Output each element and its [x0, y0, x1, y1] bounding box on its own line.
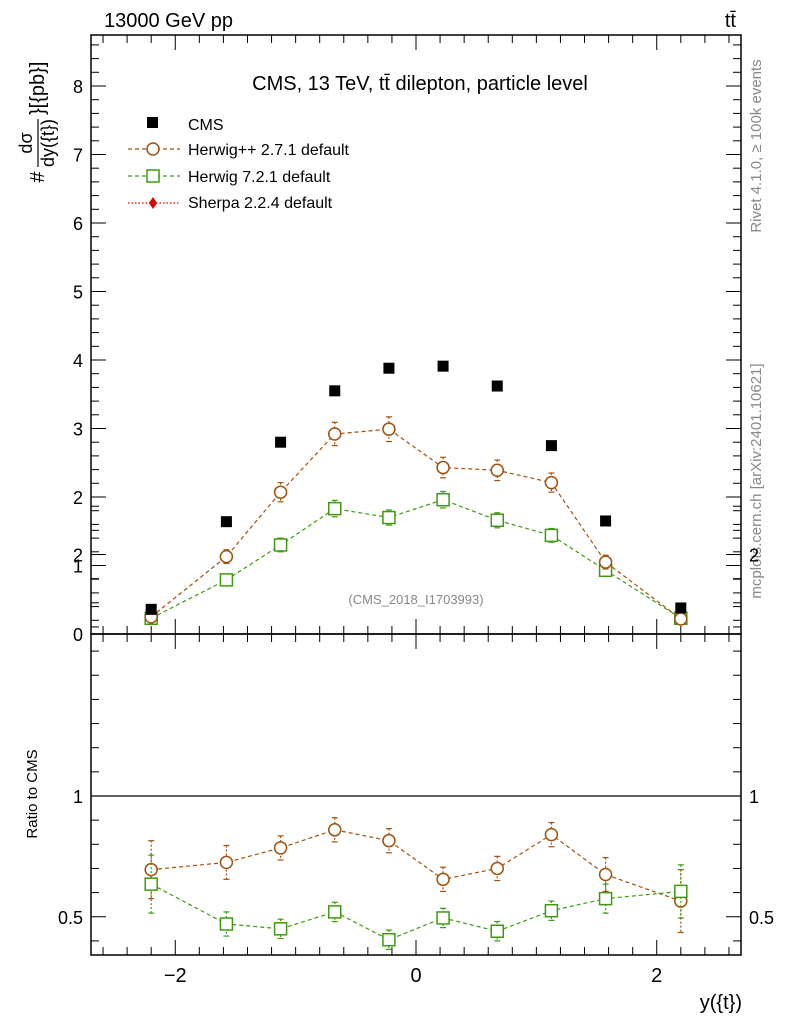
ratio-ytick-label-right: 1 — [749, 787, 759, 807]
cms-main-point — [600, 515, 612, 527]
legend-sherpa-marker — [149, 197, 157, 209]
herwigpp-main-point — [544, 475, 559, 490]
main-ytick-label: 3 — [73, 420, 83, 440]
main-ytick-label: 8 — [73, 77, 83, 97]
main-ytick-label: 1 — [73, 557, 83, 577]
energy-label: 13000 GeV pp — [104, 10, 233, 32]
main-ytick-label: 5 — [73, 283, 83, 303]
herwigpp-ratio-line — [151, 829, 682, 902]
herwigpp-main-point — [382, 422, 396, 436]
ratio-ytick-label: 0.5 — [58, 908, 83, 928]
main-ytick-label: 2 — [73, 488, 83, 508]
ylabel-numerator: dσ — [16, 132, 36, 153]
herwigpp-main-point — [436, 460, 450, 475]
herwigpp-ratio-point — [598, 867, 613, 882]
cms-main-point — [383, 362, 395, 374]
herwigpp-ratio-point — [490, 861, 504, 876]
herwig7-ratio-point — [219, 917, 234, 931]
chart-title: CMS, 13 TeV, tt̄ dilepton, particle leve… — [252, 73, 588, 95]
herwigpp-ratio-point — [273, 841, 288, 855]
legend-herwig7-label: Herwig 7.2.1 default — [188, 169, 331, 186]
herwig7-ratio-point — [598, 891, 613, 906]
cms-main-point — [275, 436, 287, 448]
rivet-version-label: Rivet 4.1.0, ≥ 100k events — [748, 59, 765, 232]
legend-sherpa-label: Sherpa 2.2.4 default — [188, 195, 333, 212]
main-ylabel: # dσ dy({t}) }[{pb}] — [16, 62, 58, 183]
ratio-ytick-label: 1 — [73, 787, 83, 807]
legend-herwigpp-marker — [146, 142, 160, 156]
ratio-ylabel: Ratio to CMS — [24, 749, 41, 838]
herwig7-ratio-point — [490, 924, 504, 938]
herwig7-ratio-point — [544, 903, 559, 918]
cms-main-point — [545, 440, 557, 452]
mcplots-label: mcplots.cern.ch [arXiv:2401.10621] — [748, 363, 765, 598]
cms-main-point — [220, 516, 232, 528]
herwigpp-main-point — [490, 463, 504, 478]
herwigpp-ratio-point — [219, 855, 234, 870]
legend-herwig7-marker — [146, 169, 160, 183]
herwig7-main-point — [382, 510, 396, 525]
main-ytick-label: 4 — [73, 351, 83, 371]
herwigpp-main-point — [674, 612, 688, 626]
herwigpp-main-point — [598, 555, 613, 569]
herwigpp-ratio-point — [144, 862, 158, 877]
legend-cms-label: CMS — [188, 117, 224, 134]
main-ytick-label: 6 — [73, 214, 83, 234]
herwig7-ratio-point — [436, 911, 450, 925]
herwigpp-main-point — [219, 549, 234, 564]
ratio-ytick-label: 2 — [73, 546, 83, 566]
main-series — [144, 360, 688, 626]
herwig7-ratio-point — [674, 884, 688, 899]
xlabel: y({t}) — [700, 992, 742, 1014]
ratio-series — [144, 817, 688, 950]
herwig7-ratio-point — [382, 932, 396, 947]
herwig7-ratio-point — [273, 922, 288, 936]
ratio-axis-ticks: −2 0 20.5 0.51 12 2 — [58, 505, 774, 987]
herwig7-ratio-point — [144, 877, 158, 891]
cms-main-point — [491, 380, 503, 392]
herwigpp-main-point — [273, 485, 288, 499]
herwigpp-ratio-point — [382, 833, 396, 848]
ratio-frame — [90, 633, 742, 956]
main-ytick-label: 0 — [73, 625, 83, 645]
herwig7-main-point — [544, 528, 559, 543]
xtick-label: 2 — [651, 965, 662, 987]
main-ytick-label: 7 — [73, 146, 83, 166]
cms-main-point — [675, 602, 687, 614]
process-label: tt̄ — [725, 10, 737, 32]
herwig7-main-point — [273, 538, 288, 552]
ylabel-prefix: # — [27, 171, 49, 183]
herwigpp-ratio-point — [328, 823, 342, 837]
xtick-label: −2 — [164, 965, 187, 987]
herwig7-main-point — [219, 573, 234, 587]
herwig7-ratio-line — [150, 883, 681, 941]
cms-main-point — [437, 360, 449, 372]
legend-herwigpp-label: Herwig++ 2.7.1 default — [188, 142, 350, 159]
analysis-watermark: (CMS_2018_I1703993) — [348, 592, 483, 607]
herwigpp-main-point — [328, 427, 342, 441]
cms-main-point — [145, 603, 157, 615]
ratio-ytick-label-right: 2 — [749, 546, 759, 566]
ylabel-denominator: dy({t}) — [38, 119, 58, 167]
herwig7-ratio-point — [328, 905, 342, 919]
herwigpp-ratio-point — [436, 872, 450, 887]
xtick-label: 0 — [410, 965, 421, 987]
herwig7-main-point — [436, 492, 450, 507]
legend: CMS Herwig++ 2.7.1 default Herwig 7.2.1 … — [128, 117, 350, 212]
herwig7-main-line — [150, 499, 682, 619]
ratio-ytick-label-right: 0.5 — [749, 908, 774, 928]
herwigpp-ratio-point — [544, 827, 559, 842]
ylabel-suffix: }[{pb}] — [27, 62, 49, 115]
cms-main-point — [329, 385, 341, 397]
herwig7-main-point — [490, 513, 504, 528]
legend-cms-marker — [147, 117, 158, 128]
herwig7-main-point — [328, 501, 342, 516]
